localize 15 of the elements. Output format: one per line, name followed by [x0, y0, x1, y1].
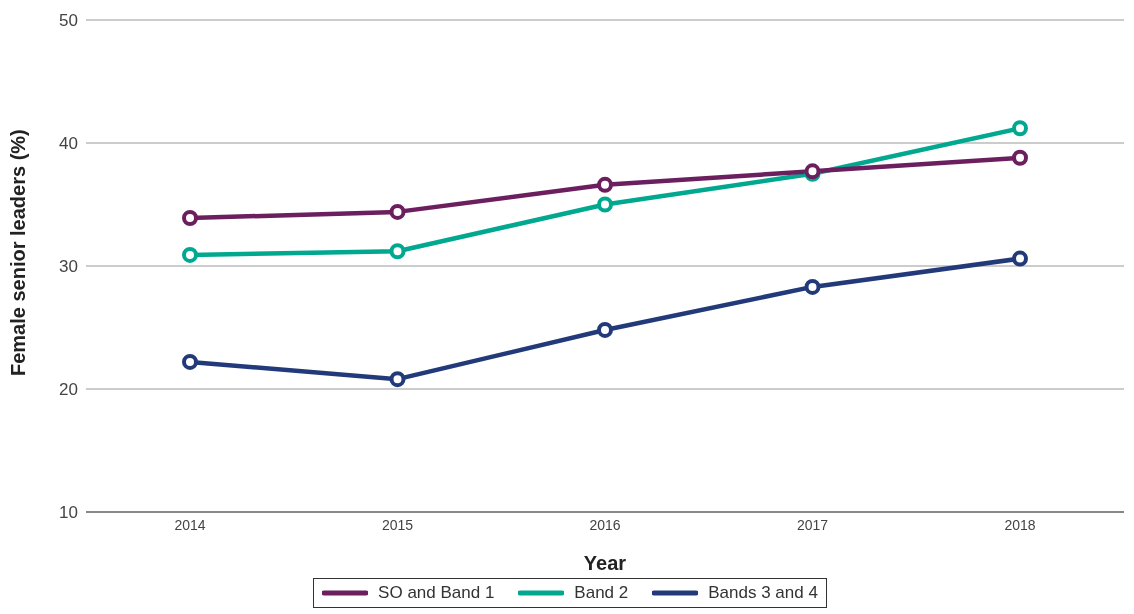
x-tick-label: 2017	[796, 516, 829, 533]
y-tick-label: 10	[59, 503, 78, 523]
x-tick-label: 2014	[174, 516, 206, 533]
y-tick-label: 50	[59, 11, 78, 31]
x-tick-label: 2018	[1004, 516, 1036, 533]
legend-label: SO and Band 1	[377, 583, 495, 603]
legend-label: Bands 3 and 4	[707, 583, 818, 603]
x-axis-title: Year	[583, 552, 627, 574]
y-tick-label: 40	[59, 134, 78, 154]
y-tick-label: 20	[59, 380, 78, 400]
y-tick-label: 30	[59, 257, 78, 277]
legend-label: Band 2	[573, 583, 629, 603]
y-axis-title: Female senior leaders (%)	[7, 129, 30, 376]
x-tick-label: 2015	[381, 516, 414, 533]
x-tick-label: 2016	[589, 516, 621, 533]
